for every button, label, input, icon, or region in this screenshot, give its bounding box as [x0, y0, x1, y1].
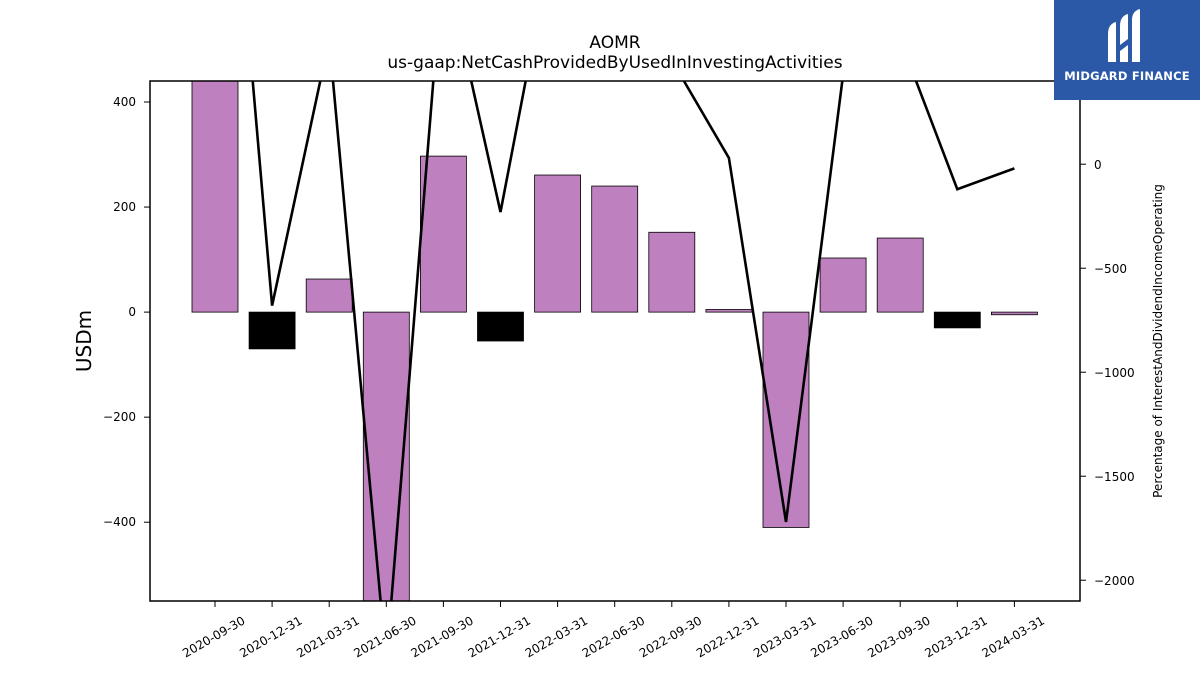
x-tick-label: 2022-12-31 — [694, 613, 761, 660]
x-tick-label: 2023-06-30 — [808, 613, 875, 660]
line-series — [251, 81, 1015, 601]
logo-mark-icon — [1108, 9, 1140, 62]
bar-2024-03-31 — [991, 311, 1038, 316]
y2-tick-label: −2000 — [1094, 574, 1135, 588]
x-tick-label: 2021-09-30 — [408, 613, 475, 660]
y-tick-label: −400 — [103, 515, 136, 529]
x-tick-label: 2023-03-31 — [751, 613, 818, 660]
bar-2023-09-30 — [876, 237, 924, 313]
x-tick-label: 2022-03-31 — [523, 613, 590, 660]
y2-tick-label: −1000 — [1094, 366, 1135, 380]
line-path — [251, 81, 1015, 601]
x-tick-label: 2022-06-30 — [580, 613, 647, 660]
bar-2022-03-31 — [534, 174, 581, 313]
x-tick-label: 2023-12-31 — [922, 613, 989, 660]
bar-2020-12-31 — [248, 311, 296, 350]
x-tick-label: 2023-09-30 — [865, 613, 932, 660]
y2-tick-label: −1500 — [1094, 470, 1135, 484]
y-axis-label-right: Percentage of InterestAndDividendIncomeO… — [1151, 184, 1165, 498]
bar-2021-09-30 — [419, 155, 467, 313]
bar-2021-12-31 — [477, 311, 524, 342]
bar-2021-03-31 — [305, 278, 353, 313]
bar-2023-12-31 — [933, 311, 981, 329]
x-tick-label: 2022-09-30 — [637, 613, 704, 660]
x-tick-label: 2021-03-31 — [294, 613, 361, 660]
y-tick-label: −200 — [103, 410, 136, 424]
x-tick-label: 2020-09-30 — [180, 613, 247, 660]
axes: −400−2000200400−2000−1500−1000−50002020-… — [103, 80, 1135, 660]
logo: MIDGARD FINANCE — [1054, 0, 1200, 100]
y2-tick-label: −500 — [1094, 262, 1127, 276]
y-tick-label: 0 — [128, 305, 136, 319]
chart-title: AOMR — [589, 33, 640, 53]
y-tick-label: 400 — [113, 95, 136, 109]
bar-2021-06-30 — [362, 311, 410, 601]
chart-subtitle: us-gaap:NetCashProvidedByUsedInInvesting… — [387, 53, 842, 73]
bar-2023-06-30 — [819, 257, 867, 313]
x-tick-label: 2024-03-31 — [979, 613, 1046, 660]
bar-2022-12-31 — [705, 309, 753, 313]
bar-2022-06-30 — [591, 185, 639, 313]
bar-2020-09-30 — [191, 81, 239, 313]
x-tick-label: 2020-12-31 — [237, 613, 304, 660]
bar-series — [191, 81, 1038, 601]
y-tick-label: 200 — [113, 200, 136, 214]
bar-2022-09-30 — [648, 231, 696, 313]
y-axis-label-left: USDm — [72, 310, 96, 372]
y2-tick-label: 0 — [1094, 158, 1102, 172]
logo-text: MIDGARD FINANCE — [1064, 69, 1190, 83]
x-tick-label: 2021-12-31 — [466, 613, 533, 660]
x-tick-label: 2021-06-30 — [351, 613, 418, 660]
